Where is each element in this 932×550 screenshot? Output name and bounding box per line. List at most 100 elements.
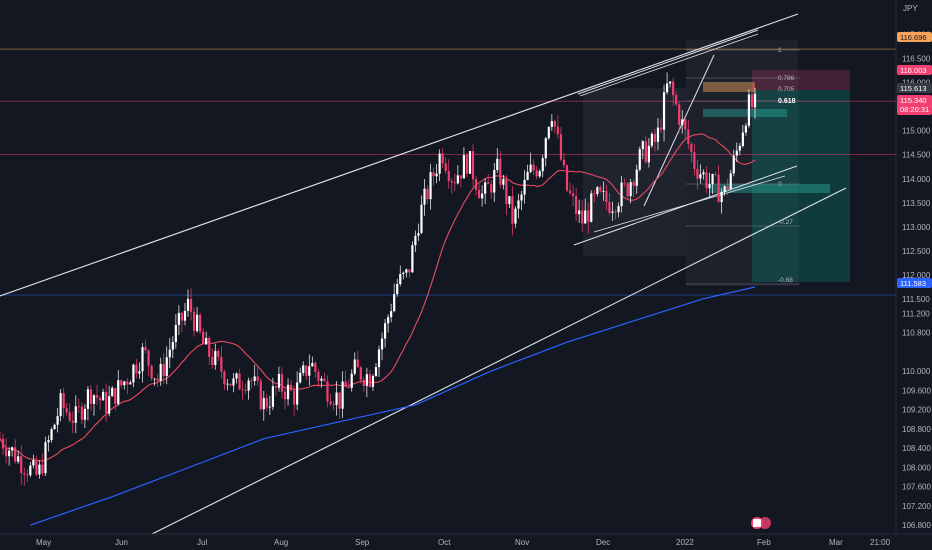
candle-body	[578, 210, 581, 215]
candle-body	[450, 181, 453, 183]
candle-body	[590, 193, 593, 222]
candle-body	[465, 155, 469, 174]
candle-body	[271, 386, 274, 407]
short-position-target-zone[interactable]	[752, 90, 850, 282]
candle-body	[435, 173, 438, 177]
demand-zone-lower[interactable]	[710, 184, 830, 193]
candle-body	[681, 119, 684, 125]
candle-body	[535, 170, 538, 177]
candle-body	[477, 189, 481, 199]
candle-body	[377, 349, 381, 368]
candle-body	[559, 134, 563, 160]
trend-lines[interactable]	[0, 13, 847, 535]
candle-body	[29, 465, 32, 476]
candle-body	[650, 133, 654, 146]
candle-body	[65, 408, 68, 413]
fib-label-0786: 0.786	[778, 75, 795, 82]
candle-body	[675, 95, 678, 105]
candle-body	[150, 365, 153, 379]
candle-body	[4, 448, 8, 457]
candle-body	[669, 81, 672, 84]
candle-body	[726, 186, 729, 189]
candle-body	[523, 179, 526, 195]
candle-body	[208, 337, 211, 357]
candle-body	[626, 183, 629, 197]
horizontal-levels[interactable]	[0, 48, 896, 296]
ytick-label: 111.200	[902, 309, 930, 318]
time-axis[interactable]: May Jun Jul Aug Sep Oct Nov Dec 2022 Feb…	[36, 538, 891, 547]
candle-body	[602, 191, 605, 192]
rising-wedge-upper-2	[579, 33, 759, 97]
event-flag-icon[interactable]	[751, 517, 771, 529]
candle-body	[299, 372, 302, 383]
candle-body	[83, 408, 86, 420]
candle-body	[538, 171, 541, 177]
candle-body	[311, 362, 314, 367]
candle-body	[289, 384, 293, 391]
candle-body	[20, 456, 23, 474]
candle-body	[153, 378, 156, 380]
candle-body	[7, 450, 11, 457]
candle-body	[441, 153, 444, 164]
candle-body	[186, 298, 190, 311]
candle-body	[447, 171, 450, 182]
candle-body	[195, 314, 199, 331]
candle-body	[101, 391, 105, 401]
candle-body	[520, 194, 523, 201]
ytick-label: 107.200	[902, 502, 931, 511]
candle-body	[672, 81, 675, 96]
candle-body	[171, 342, 174, 350]
candle-body	[684, 119, 687, 130]
candle-body	[105, 391, 108, 414]
candle-body	[293, 390, 296, 405]
candle-body	[390, 311, 393, 318]
candle-body	[296, 382, 299, 405]
candle-body	[256, 376, 259, 381]
candle-body	[575, 195, 578, 215]
candle-body	[693, 152, 696, 170]
candle-body	[268, 406, 271, 408]
candle-body	[387, 317, 390, 324]
candle-body	[553, 121, 556, 127]
candle-body	[262, 398, 265, 410]
candle-body	[526, 171, 529, 180]
candle-body	[723, 186, 726, 192]
candle-body	[656, 127, 660, 142]
fib-label-0618: 0.618	[778, 98, 796, 105]
candle-body	[408, 269, 411, 273]
ytick-label: 106.800	[902, 521, 931, 530]
ytick-label: 113.500	[902, 199, 931, 208]
candle-body	[280, 373, 284, 392]
ytick-label: 109.200	[902, 406, 931, 415]
candle-body	[183, 310, 187, 321]
candle-body	[323, 378, 326, 382]
inner-support-line	[593, 175, 786, 233]
short-position-risk-zone[interactable]	[752, 70, 850, 90]
supply-zone[interactable]	[703, 82, 755, 92]
candle-body	[232, 378, 235, 386]
candle-body	[123, 381, 126, 386]
candle-body	[305, 365, 308, 376]
demand-zone-upper[interactable]	[703, 109, 787, 117]
candle-body	[729, 173, 732, 189]
candle-body	[417, 233, 420, 236]
candle-body	[17, 456, 20, 462]
candle-body	[556, 126, 560, 135]
fib-label-0705: 0.705	[778, 86, 795, 93]
upper-channel-line	[0, 13, 799, 297]
candle-body	[705, 172, 708, 189]
candle-body	[68, 412, 71, 421]
xtick-sep: Sep	[355, 538, 370, 547]
candle-body	[405, 269, 408, 273]
candle-body	[226, 383, 229, 385]
candle-body	[168, 349, 171, 358]
candle-body	[44, 442, 47, 474]
candle-body	[350, 373, 353, 389]
candle-body	[568, 190, 572, 194]
candle-body	[98, 397, 102, 401]
candle-body	[74, 406, 77, 423]
candle-body	[541, 158, 544, 172]
candle-body	[638, 149, 641, 170]
candle-body	[529, 164, 532, 172]
